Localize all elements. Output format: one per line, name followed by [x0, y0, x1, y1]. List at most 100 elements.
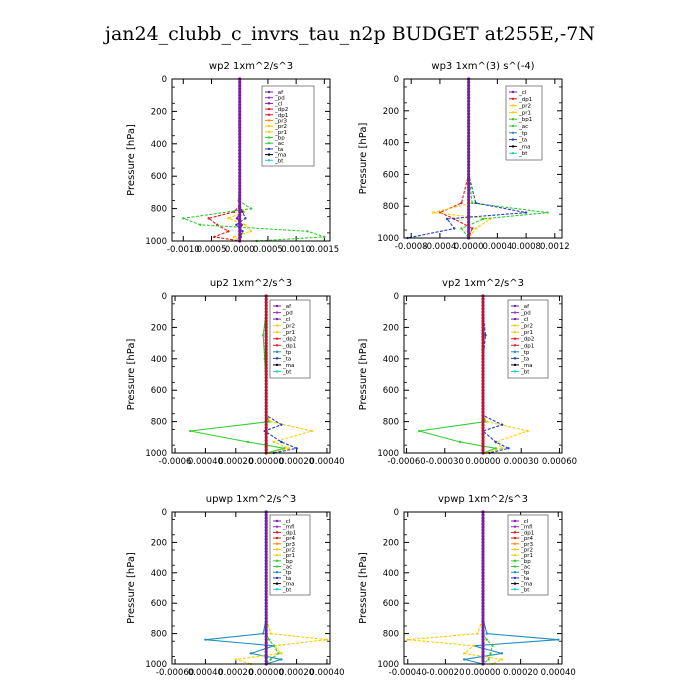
zero-profile-point — [264, 376, 268, 380]
series-point — [474, 201, 478, 205]
series-point — [204, 638, 207, 641]
zero-profile-point — [238, 155, 242, 159]
legend-entry: _af — [520, 304, 530, 310]
zero-profile-point — [467, 217, 471, 221]
zero-profile-point — [481, 319, 485, 323]
zero-profile-point — [481, 577, 485, 581]
zero-profile-point — [264, 565, 268, 569]
zero-profile-point — [467, 210, 471, 215]
zero-profile-point — [238, 171, 242, 175]
panel-title: upwp 1xm^2/s^3 — [206, 494, 296, 505]
panel-title: wp2 1xm^2/s^3 — [209, 61, 293, 72]
legend-marker — [513, 559, 517, 563]
zero-profile-point — [264, 441, 268, 446]
series-point — [280, 440, 283, 444]
series-point — [261, 632, 265, 635]
legend-entry: _tp — [282, 350, 292, 356]
series-point — [445, 217, 449, 221]
zero-profile-point — [467, 125, 471, 129]
y-axis-label: Pressure [hPa] — [126, 339, 137, 411]
zero-profile-point — [264, 638, 268, 642]
legend-marker — [513, 317, 517, 321]
legend-marker — [267, 90, 271, 94]
zero-profile-point — [481, 420, 485, 424]
legend-marker — [267, 113, 271, 116]
zero-profile-point — [264, 516, 268, 520]
zero-profile-point — [481, 571, 485, 575]
zero-profile-point — [481, 426, 485, 430]
legend-marker — [511, 111, 515, 114]
legend-marker — [267, 153, 271, 156]
zero-profile-point — [238, 80, 242, 84]
legend-entry: _cl — [282, 519, 291, 525]
zero-profile-point — [264, 379, 268, 383]
y-tick-label: 400 — [151, 140, 167, 150]
series-point — [323, 235, 326, 239]
zero-profile-point — [481, 347, 485, 351]
series-point — [227, 230, 230, 233]
zero-profile-point — [238, 223, 242, 227]
legend-marker — [513, 542, 517, 545]
zero-profile-point — [264, 589, 268, 593]
x-tick-label: -0.00060 — [387, 457, 425, 467]
legend-marker — [275, 571, 279, 574]
plot-frame — [171, 511, 331, 665]
zero-profile-point — [481, 647, 485, 651]
zero-profile-point — [264, 347, 268, 351]
zero-profile-point — [481, 423, 485, 427]
zero-profile-point — [264, 622, 268, 627]
legend-entry: _dp2 — [520, 337, 534, 343]
legend-marker — [275, 582, 279, 585]
legend-entry: _tp — [520, 350, 530, 356]
zero-profile-point — [264, 319, 268, 323]
y-tick-label: 200 — [383, 107, 399, 117]
x-tick-label: 0.00000 — [249, 668, 284, 678]
legend-entry: _pr2 — [282, 547, 295, 553]
zero-profile-point — [238, 216, 242, 220]
series-point — [453, 227, 456, 230]
zero-profile-point — [481, 568, 485, 572]
zero-profile-point — [481, 580, 485, 584]
legend-marker — [275, 363, 279, 367]
legend-marker — [513, 350, 517, 354]
zero-profile-point — [238, 184, 242, 188]
legend-marker — [513, 548, 517, 551]
zero-profile-point — [264, 407, 268, 411]
legend-marker — [513, 553, 517, 557]
zero-profile-point — [481, 653, 485, 657]
legend-marker — [275, 525, 279, 528]
series-point — [481, 217, 485, 221]
y-tick-label: 600 — [151, 599, 167, 609]
legend-entry: _pr1 — [518, 110, 531, 116]
panel-title: up2 1xm^2/s^3 — [210, 278, 292, 289]
zero-profile-point — [481, 363, 485, 367]
legend-marker — [267, 136, 271, 139]
zero-profile-point — [264, 438, 268, 443]
legend-entry: _ac — [282, 565, 292, 571]
zero-profile-point — [467, 163, 471, 167]
panel-4: vp2 1xm^2/s^3 Pressure [hPa] 0 200 400 600 800… — [358, 278, 577, 467]
zero-profile-point — [481, 638, 485, 642]
legend-entry: _pr3 — [274, 118, 288, 124]
zero-profile-point — [238, 83, 242, 88]
zero-profile-point — [481, 543, 485, 548]
zero-profile-point — [481, 616, 485, 621]
zero-profile-point — [264, 297, 268, 301]
zero-profile-point — [238, 135, 242, 139]
zero-profile-point — [264, 350, 268, 355]
series-point — [261, 334, 265, 337]
zero-profile-point — [481, 632, 485, 636]
zero-profile-point — [481, 625, 485, 630]
zero-profile-point — [264, 300, 268, 304]
legend-entry: _pd — [282, 311, 293, 317]
x-tick-label: -0.00020 — [426, 668, 464, 678]
legend-entry: _bt — [282, 587, 292, 593]
zero-profile-point — [481, 366, 485, 370]
panel-2: wp3 1xm^(3) s^(-4) Pressure [hPa] 0 200 400 6… — [358, 61, 570, 252]
y-axis-label: Pressure [hPa] — [358, 552, 369, 624]
zero-profile-point — [264, 335, 268, 339]
zero-profile-point — [481, 416, 485, 421]
zero-profile-point — [467, 204, 471, 208]
legend-marker — [275, 330, 279, 334]
zero-profile-point — [481, 552, 485, 557]
